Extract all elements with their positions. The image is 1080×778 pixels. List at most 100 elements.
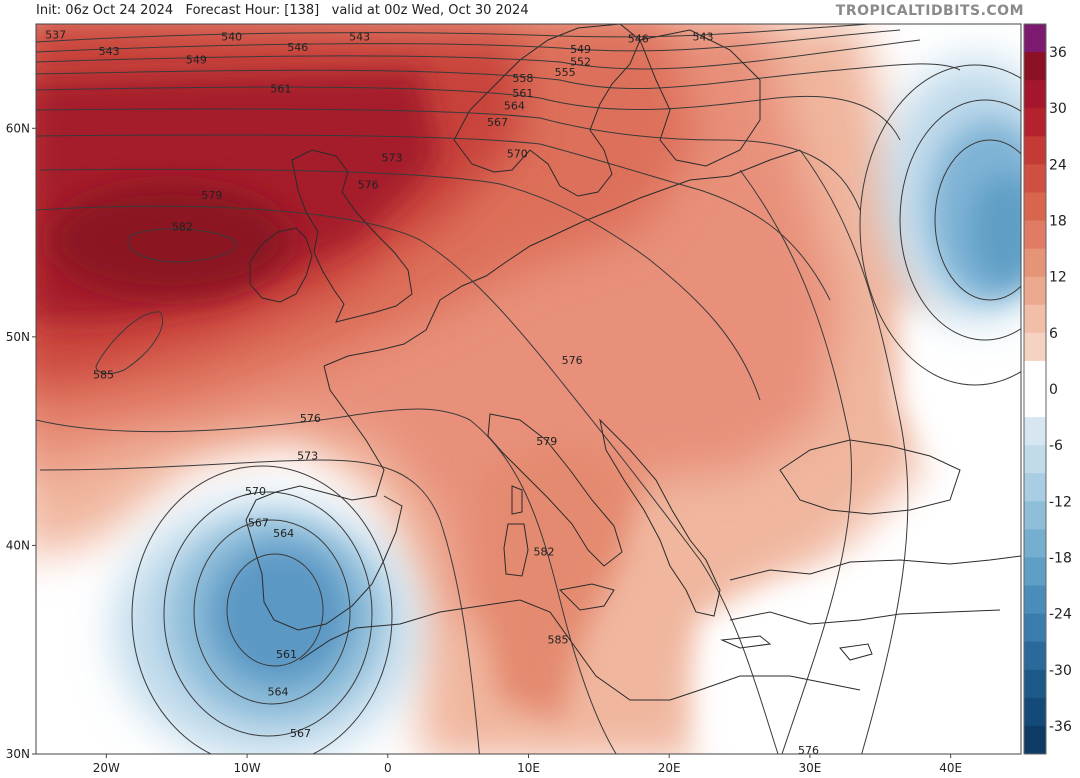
colorbar-segment — [1024, 725, 1046, 755]
longitude-axis: 20W 10W 0 10E 20E 30E 40E — [93, 754, 962, 775]
turkey-coast — [729, 555, 1021, 625]
site-brand: TROPICALTIDBITS.COM — [835, 3, 1024, 19]
lat-tick-label: 30N — [6, 747, 30, 761]
colorbar-segment — [1024, 24, 1046, 53]
contour-label: 543 — [349, 31, 370, 44]
lon-tick-label: 10E — [517, 761, 540, 775]
lon-tick-label: 40E — [939, 761, 962, 775]
north-africa-coast — [299, 599, 861, 701]
colorbar-segment — [1024, 220, 1046, 250]
continental-coast — [275, 149, 801, 501]
contour-label: 543 — [692, 31, 713, 44]
sicily-coast — [558, 583, 615, 611]
contour-label: 549 — [570, 43, 591, 56]
great-britain-coast — [291, 149, 413, 323]
colorbar-segment — [1024, 360, 1046, 390]
colorbar-label: -18 — [1049, 550, 1072, 566]
colorbar-segment — [1024, 248, 1046, 278]
contour-label: 540 — [221, 31, 242, 44]
contour-label: 561 — [512, 87, 533, 100]
contour-label: 549 — [186, 53, 207, 66]
balkans-coast — [599, 418, 721, 617]
colorbar-segment — [1024, 557, 1046, 587]
sardinia-coast — [503, 523, 529, 577]
colorbar-segment — [1024, 417, 1046, 446]
lat-tick-label: 60N — [6, 121, 30, 135]
contour-label: 573 — [382, 151, 403, 164]
contour-label: 573 — [297, 450, 318, 463]
contour-label: 579 — [536, 435, 557, 448]
colorbar: 36 30 24 18 12 6 0 -6 -12 -18 -24 -30 -36 — [1023, 23, 1072, 755]
contour-label: 561 — [270, 83, 291, 96]
corsica-coast — [511, 485, 523, 515]
contour-label: 582 — [533, 546, 554, 559]
lon-tick-label: 30E — [798, 761, 821, 775]
colorbar-segment — [1024, 80, 1046, 109]
forecast-run-info: Init: 06z Oct 24 2024 Forecast Hour: [13… — [36, 3, 529, 18]
colorbar-segment — [1024, 389, 1046, 418]
lat-tick-label: 40N — [6, 538, 30, 552]
crete-coast — [720, 635, 772, 649]
colorbar-segment — [1024, 136, 1046, 165]
contour-label: 564 — [504, 99, 525, 112]
colorbar-segment — [1024, 697, 1046, 727]
contour-label: 576 — [358, 179, 379, 192]
contour-label: 564 — [273, 527, 294, 540]
colorbar-segment — [1024, 641, 1046, 671]
contour-label: 579 — [201, 189, 222, 202]
height-contours — [36, 24, 1021, 754]
contour-label: 546 — [287, 41, 308, 54]
colorbar-label: 6 — [1049, 326, 1058, 342]
colorbar-segment — [1024, 164, 1046, 193]
contour-label: 567 — [248, 516, 269, 529]
anomaly-shading — [36, 24, 1021, 754]
colorbar-segment — [1024, 108, 1046, 137]
contour-label: 537 — [45, 28, 66, 41]
contour-label: 585 — [93, 368, 114, 381]
colorbar-label: -6 — [1049, 438, 1063, 454]
contour-label: 570 — [507, 147, 528, 160]
colorbar-label: 30 — [1049, 101, 1067, 117]
colorbar-label: 24 — [1049, 157, 1067, 173]
contour-label: 546 — [628, 33, 649, 46]
colorbar-segment — [1024, 669, 1046, 699]
colorbar-segment — [1024, 585, 1046, 615]
colorbar-segment — [1024, 613, 1046, 643]
contour-label: 576 — [798, 744, 819, 757]
colorbar-segment — [1024, 445, 1046, 474]
contour-label: 558 — [512, 72, 533, 85]
lon-tick-label: 20E — [658, 761, 681, 775]
contour-label: 561 — [276, 648, 297, 661]
map-header: Init: 06z Oct 24 2024 Forecast Hour: [13… — [0, 0, 1080, 24]
colorbar-segment — [1024, 529, 1046, 558]
colorbar-segment — [1024, 52, 1046, 81]
colorbar-segment — [1024, 192, 1046, 222]
colorbar-frame — [1023, 23, 1047, 755]
contour-label: 552 — [570, 56, 591, 69]
colorbar-label: -30 — [1049, 663, 1072, 679]
colorbar-segment — [1024, 501, 1046, 530]
colorbar-segment — [1024, 332, 1046, 362]
lon-tick-label: 20W — [93, 761, 120, 775]
colorbar-segment — [1024, 276, 1046, 306]
contour-label: 567 — [487, 116, 508, 129]
contour-label: 582 — [172, 220, 193, 233]
cyprus-coast — [839, 643, 873, 661]
colorbar-label: -36 — [1049, 719, 1072, 735]
lat-tick-label: 50N — [6, 330, 30, 344]
colorbar-label: 18 — [1049, 214, 1067, 230]
contour-label: 576 — [562, 354, 583, 367]
black-sea-coast — [779, 439, 961, 515]
colorbar-segment — [1024, 473, 1046, 502]
ireland-coast — [249, 227, 313, 303]
contour-label: 555 — [555, 66, 576, 79]
contour-label: 570 — [245, 485, 266, 498]
lon-tick-label: 0 — [384, 761, 392, 775]
lon-tick-label: 10W — [234, 761, 261, 775]
colorbar-label: 0 — [1049, 382, 1058, 398]
contour-label: 585 — [548, 633, 569, 646]
colorbar-label: -12 — [1049, 494, 1072, 510]
contour-label: 567 — [290, 727, 311, 740]
